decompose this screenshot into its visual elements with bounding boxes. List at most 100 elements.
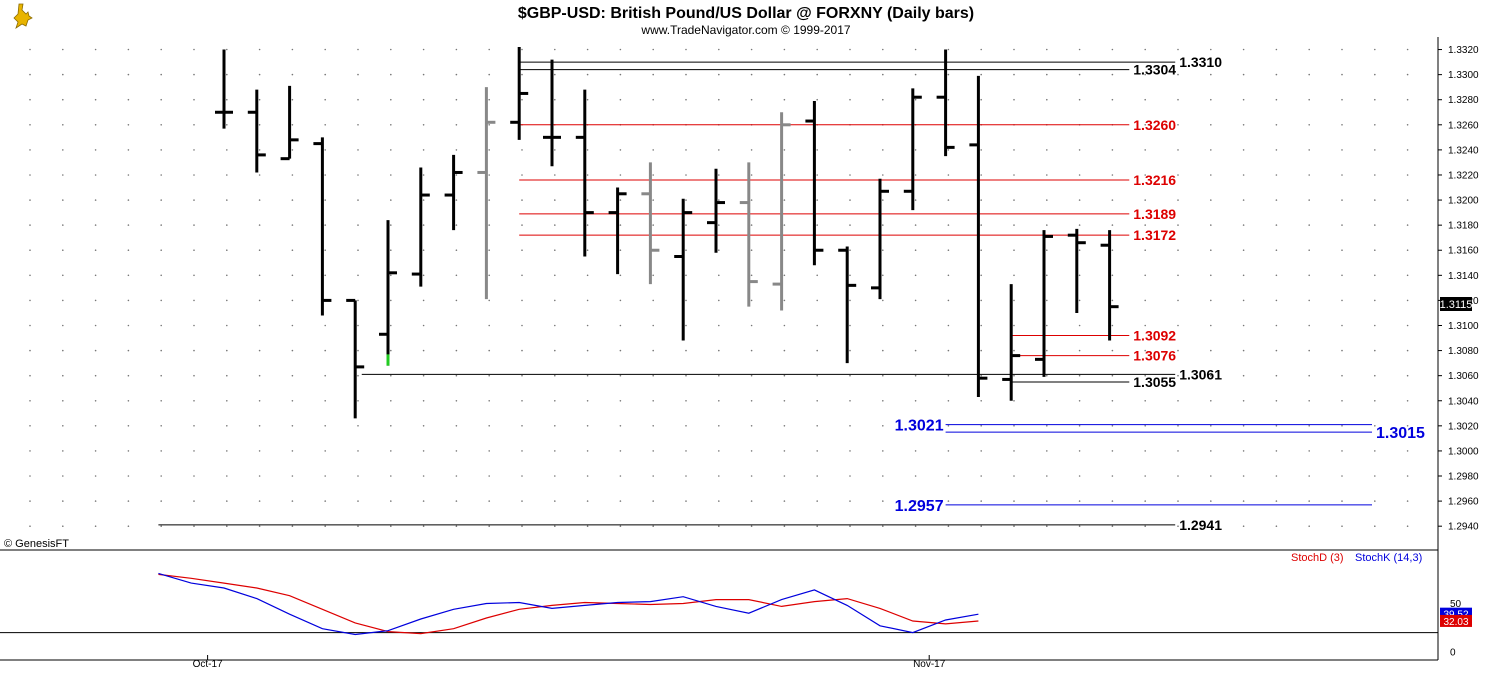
- grid-dot: [291, 324, 294, 327]
- grid-dot: [422, 48, 425, 51]
- grid-dot: [1013, 48, 1015, 51]
- grid-dot: [947, 73, 950, 76]
- grid-dot: [849, 450, 851, 452]
- grid-dot: [947, 450, 950, 452]
- grid-dot: [718, 349, 720, 352]
- grid-dot: [652, 425, 654, 427]
- grid-dot: [291, 274, 294, 277]
- grid-dot: [422, 124, 425, 126]
- grid-dot: [1144, 73, 1146, 76]
- level-label: 1.3092: [1133, 328, 1176, 344]
- grid-dot: [1374, 274, 1376, 277]
- grid-dot: [783, 274, 786, 277]
- grid-dot: [488, 48, 491, 51]
- grid-dot: [1177, 425, 1179, 427]
- grid-dot: [226, 525, 228, 527]
- ohlc-bar: [1067, 228, 1086, 313]
- grid-dot: [455, 274, 458, 277]
- grid-dot: [1406, 224, 1409, 226]
- grid-dot: [849, 98, 851, 101]
- grid-dot: [980, 224, 982, 226]
- grid-dot: [750, 400, 753, 402]
- grid-dot: [980, 73, 982, 76]
- grid-dot: [1013, 349, 1015, 352]
- grid-dot: [455, 349, 458, 352]
- grid-dot: [127, 224, 130, 226]
- grid-dot: [652, 374, 654, 377]
- price-tick-label: 1.3180: [1448, 221, 1479, 232]
- grid-dot: [1406, 73, 1409, 76]
- grid-dot: [619, 98, 622, 101]
- grid-dot: [882, 98, 884, 101]
- grid-dot: [488, 425, 491, 427]
- level-label: 1.3310: [1179, 54, 1222, 70]
- grid-dot: [1177, 224, 1179, 226]
- grid-dot: [882, 73, 884, 76]
- grid-dot: [882, 475, 884, 477]
- grid-dot: [980, 149, 982, 151]
- ohlc-bar: [247, 89, 266, 173]
- grid-dot: [258, 425, 261, 427]
- grid-dot: [882, 349, 884, 352]
- grid-dot: [160, 199, 162, 201]
- grid-dot: [488, 349, 491, 352]
- grid-dot: [258, 98, 261, 101]
- grid-dot: [816, 349, 818, 352]
- grid-dot: [291, 98, 294, 101]
- grid-dot: [29, 475, 31, 477]
- grid-dot: [1406, 98, 1409, 101]
- grid-dot: [357, 73, 359, 76]
- grid-dot: [62, 149, 64, 151]
- grid-dot: [586, 224, 589, 226]
- grid-dot: [1210, 500, 1212, 502]
- grid-dot: [1242, 98, 1245, 101]
- level-label: 1.2941: [1179, 517, 1222, 533]
- grid-dot: [750, 324, 753, 327]
- grid-dot: [816, 98, 818, 101]
- grid-dot: [554, 224, 556, 226]
- grid-dot: [947, 274, 950, 277]
- indicator-tick-label: 50: [1450, 599, 1462, 610]
- grid-dot: [127, 475, 130, 477]
- grid-dot: [750, 174, 753, 176]
- grid-dot: [357, 48, 359, 51]
- grid-dot: [980, 450, 982, 452]
- grid-dot: [816, 500, 818, 502]
- grid-dot: [947, 48, 950, 51]
- grid-dot: [685, 475, 687, 477]
- grid-dot: [718, 400, 720, 402]
- grid-dot: [783, 525, 786, 527]
- grid-dot: [816, 475, 818, 477]
- grid-dot: [1341, 374, 1343, 377]
- grid-dot: [1078, 475, 1081, 477]
- grid-dot: [882, 500, 884, 502]
- grid-dot: [882, 324, 884, 327]
- grid-dot: [914, 199, 917, 201]
- grid-dot: [521, 349, 523, 352]
- grid-dot: [849, 500, 851, 502]
- grid-dot: [226, 98, 228, 101]
- grid-dot: [291, 73, 294, 76]
- grid-dot: [1177, 349, 1179, 352]
- ohlc-bar: [543, 59, 561, 167]
- grid-dot: [390, 149, 392, 151]
- grid-dot: [1210, 73, 1212, 76]
- grid-dot: [980, 425, 982, 427]
- grid-dot: [947, 199, 950, 201]
- grid-dot: [750, 98, 753, 101]
- grid-dot: [1210, 274, 1212, 277]
- ohlc-bar: [674, 198, 693, 341]
- grid-dot: [94, 73, 97, 76]
- grid-dot: [94, 224, 97, 226]
- grid-dot: [29, 224, 31, 226]
- indicator-series-line: [158, 572, 979, 636]
- grid-dot: [554, 174, 556, 176]
- grid-dot: [1078, 374, 1081, 377]
- grid-dot: [1144, 199, 1146, 201]
- level-label: 1.3076: [1133, 348, 1176, 364]
- grid-dot: [1242, 274, 1245, 277]
- grid-dot: [1341, 274, 1343, 277]
- grid-dot: [1111, 48, 1114, 51]
- grid-dot: [1275, 475, 1278, 477]
- grid-dot: [783, 98, 786, 101]
